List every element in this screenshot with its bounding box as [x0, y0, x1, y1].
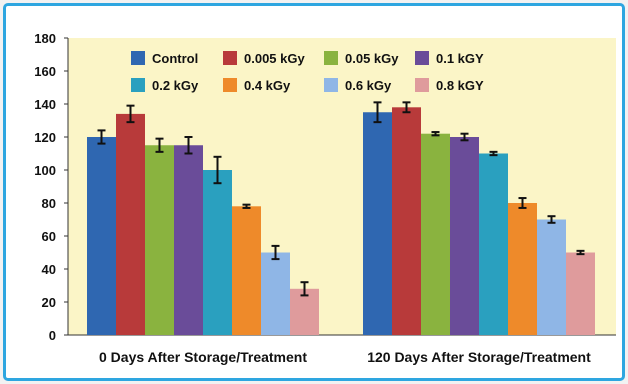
legend-label-7: 0.8 kGY [436, 78, 484, 93]
bar-5-0 [232, 206, 261, 335]
y-tick-label: 40 [42, 262, 56, 277]
bar-chart: 0 20 40 60 80 100 120 140 160 180 0 Days After St… [34, 31, 616, 365]
y-tick-label: 140 [34, 97, 56, 112]
error-bars [97, 101, 585, 297]
legend-label-5: 0.4 kGy [244, 78, 291, 93]
legend-label-4: 0.2 kGy [152, 78, 199, 93]
bar-4-1 [479, 153, 508, 335]
y-tick-label: 120 [34, 130, 56, 145]
legend-label-1: 0.005 kGy [244, 51, 305, 66]
legend-swatch-5 [223, 78, 237, 92]
legend: Control 0.005 kGy 0.05 kGy 0.1 kGY 0.2 kGy 0.… [131, 51, 484, 93]
legend-label-2: 0.05 kGy [345, 51, 399, 66]
legend-swatch-6 [324, 78, 338, 92]
legend-swatch-0 [131, 51, 145, 65]
legend-swatch-2 [324, 51, 338, 65]
y-tick-label: 20 [42, 295, 56, 310]
y-axis-ticks: 0 20 40 60 80 100 120 140 160 180 [34, 31, 68, 343]
bar-6-1 [537, 219, 566, 335]
legend-swatch-3 [415, 51, 429, 65]
y-tick-label: 100 [34, 163, 56, 178]
x-axis-labels: 0 Days After Storage/Treatment 120 Days A… [99, 349, 591, 365]
bar-7-1 [566, 252, 595, 335]
y-tick-label: 0 [49, 328, 56, 343]
bars [87, 107, 595, 336]
y-tick-label: 180 [34, 31, 56, 46]
bar-4-0 [203, 170, 232, 335]
bar-2-1 [421, 133, 450, 335]
bar-3-1 [450, 137, 479, 335]
bar-3-0 [174, 145, 203, 335]
y-tick-label: 80 [42, 196, 56, 211]
y-tick-label: 60 [42, 229, 56, 244]
bar-1-1 [392, 107, 421, 335]
bar-6-0 [261, 252, 290, 335]
legend-swatch-7 [415, 78, 429, 92]
legend-label-6: 0.6 kGy [345, 78, 392, 93]
chart-frame: 0 20 40 60 80 100 120 140 160 180 0 Days After St… [3, 3, 625, 381]
legend-swatch-4 [131, 78, 145, 92]
bar-7-0 [290, 288, 319, 335]
bar-5-1 [508, 203, 537, 335]
legend-label-3: 0.1 kGY [436, 51, 484, 66]
bar-2-0 [145, 145, 174, 335]
bar-1-0 [116, 113, 145, 336]
y-tick-label: 160 [34, 64, 56, 79]
legend-label-0: Control [152, 51, 198, 66]
category-label: 120 Days After Storage/Treatment [367, 349, 591, 365]
bar-0-1 [363, 112, 392, 335]
category-label: 0 Days After Storage/Treatment [99, 349, 307, 365]
legend-swatch-1 [223, 51, 237, 65]
bar-0-0 [87, 137, 116, 335]
